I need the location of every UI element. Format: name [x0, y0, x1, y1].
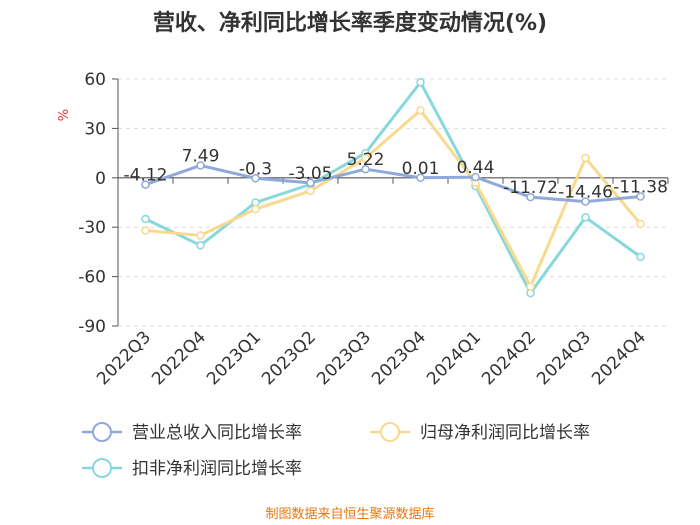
x-tick-label: 2024Q3 — [533, 327, 595, 389]
legend-label: 归母净利润同比增长率 — [420, 423, 590, 443]
x-tick-label: 2023Q3 — [313, 327, 375, 389]
data-point — [361, 164, 370, 174]
data-point — [306, 178, 315, 188]
data-point — [251, 174, 260, 183]
legend-item: 营业总收入同比增长率 — [82, 422, 302, 443]
legend-marker — [92, 422, 112, 442]
x-tick-label: 2024Q4 — [588, 327, 650, 389]
data-label: 0.44 — [457, 158, 495, 178]
data-label: -14.46 — [558, 183, 613, 203]
data-label: -11.72 — [503, 178, 558, 198]
y-tick-label: -30 — [78, 218, 106, 238]
data-label: -11.38 — [613, 178, 668, 198]
data-point — [416, 106, 425, 115]
data-point — [471, 172, 480, 182]
data-point — [196, 241, 205, 250]
series-line — [145, 108, 642, 288]
series-line — [145, 163, 641, 204]
source-note: 制图数据来自恒生聚源数据库 — [265, 506, 434, 522]
data-point — [526, 192, 535, 202]
data-labels: -4.12 7.49 -0.3 -3.05 5.22 0.01 0.44 -11.72 -14.… — [124, 146, 668, 202]
data-point — [141, 226, 150, 235]
legend-label: 营业总收入同比增长率 — [132, 423, 302, 443]
y-axis-unit: % — [57, 109, 72, 121]
legend-marker — [92, 458, 112, 478]
data-point — [306, 186, 315, 196]
data-point — [636, 219, 645, 229]
y-tick-label: -60 — [78, 268, 106, 288]
legend-label: 扣非净利润同比增长率 — [132, 459, 302, 479]
legend-marker — [380, 422, 400, 442]
x-tick-label: 2022Q4 — [148, 327, 210, 389]
x-tick-label: 2024Q2 — [478, 327, 540, 389]
y-tick-label: 30 — [84, 119, 106, 139]
data-point — [196, 161, 205, 170]
x-tick-label: 2023Q1 — [203, 327, 265, 389]
data-label: 5.22 — [347, 150, 385, 170]
chart-title: 营收、净利同比增长率季度变动情况(%) — [153, 10, 547, 36]
data-point — [581, 213, 590, 222]
data-point — [141, 214, 150, 224]
x-tick-label: 2023Q4 — [368, 327, 430, 389]
data-point — [526, 282, 535, 291]
data-point — [636, 252, 645, 262]
data-point — [581, 197, 590, 206]
data-label: -4.12 — [124, 166, 168, 186]
data-point — [636, 192, 645, 201]
data-label: -0.3 — [239, 159, 272, 179]
data-point — [196, 231, 205, 240]
series-group — [141, 78, 645, 298]
data-point — [416, 78, 425, 87]
data-point — [141, 180, 150, 189]
legend-item: 归母净利润同比增长率 — [370, 422, 590, 443]
legend-item: 扣非净利润同比增长率 — [82, 458, 302, 479]
data-label: -3.05 — [289, 164, 333, 184]
data-point — [416, 173, 425, 183]
y-tick-label: 60 — [84, 70, 106, 90]
grid — [118, 78, 668, 327]
data-point — [361, 153, 370, 163]
data-label: 0.01 — [402, 159, 440, 179]
y-tick-label: 0 — [95, 169, 106, 189]
x-tick-label: 2023Q2 — [258, 327, 320, 389]
y-tick-label: -90 — [78, 317, 106, 337]
data-label: 7.49 — [182, 146, 220, 166]
data-point — [251, 204, 260, 214]
x-tick-label: 2024Q1 — [423, 327, 485, 389]
data-point — [581, 153, 590, 163]
